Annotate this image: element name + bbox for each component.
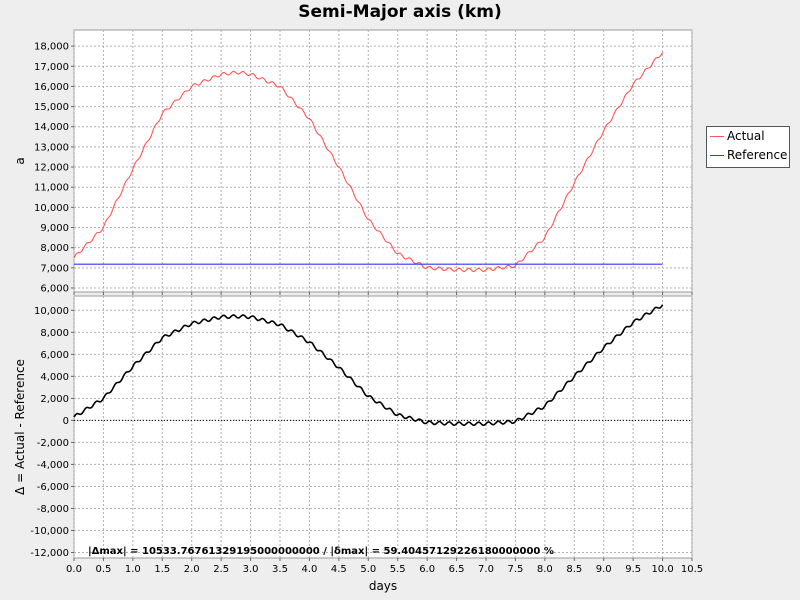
y-tick-label: -6,000 [37,482,69,493]
y-tick-label: 8,000 [40,243,69,254]
x-tick-label: 2.0 [184,564,200,575]
x-tick-label: 3.0 [243,564,259,575]
y-tick-label: 18,000 [34,42,69,53]
y-tick-label: 8,000 [40,328,69,339]
y-axis-label-1: Δ = Actual - Reference [13,359,27,495]
series-actual [73,51,664,272]
y-tick-label: 16,000 [34,82,69,93]
x-tick-label: 5.0 [360,564,376,575]
y-tick-label: 7,000 [40,263,69,274]
legend-item-actual: Actual [707,127,789,146]
y-tick-label: 10,000 [34,203,69,214]
x-tick-label: 0.0 [66,564,82,575]
legend-label-actual: Actual [727,129,765,143]
legend-swatch-reference [710,155,724,156]
y-tick-label: -8,000 [37,504,69,515]
x-tick-label: 4.5 [331,564,347,575]
x-tick-label: 1.0 [125,564,141,575]
y-tick-label: 2,000 [40,394,69,405]
y-tick-label: -12,000 [30,548,69,559]
y-tick-label: 9,000 [40,223,69,234]
y-tick-label: -10,000 [30,526,69,537]
y-tick-label: -2,000 [37,438,69,449]
x-tick-label: 6.5 [449,564,465,575]
y-tick-label: 13,000 [34,142,69,153]
x-tick-label: 7.0 [478,564,494,575]
x-tick-label: 4.0 [301,564,317,575]
x-tick-label: 9.0 [596,564,612,575]
x-axis-label: days [369,579,397,593]
x-tick-label: 9.5 [625,564,641,575]
y-tick-label: 6,000 [40,283,69,294]
y-tick-label: 10,000 [34,306,69,317]
x-tick-label: 8.5 [566,564,582,575]
x-tick-label: 6.0 [419,564,435,575]
plot-area-0 [73,29,693,293]
y-tick-label: 11,000 [34,183,69,194]
y-tick-label: 15,000 [34,102,69,113]
x-tick-label: 8.0 [537,564,553,575]
legend-swatch-actual [710,136,724,137]
y-tick-label: 4,000 [40,372,69,383]
y-tick-label: 0 [63,416,69,427]
x-tick-label: 3.5 [272,564,288,575]
y-tick-label: 14,000 [34,122,69,133]
legend-label-reference: Reference [727,148,788,162]
plot-area-1 [73,295,693,559]
x-tick-label: 5.5 [390,564,406,575]
x-tick-label: 7.5 [507,564,523,575]
chart-title: Semi-Major axis (km) [298,2,502,22]
x-tick-label: 1.5 [154,564,170,575]
y-axis-label-0: a [13,157,27,164]
legend: Actual Reference [706,126,790,168]
x-tick-label: 2.5 [213,564,229,575]
x-tick-label: 10.5 [681,564,703,575]
x-tick-label: 0.5 [95,564,111,575]
series-delta [73,304,664,427]
y-tick-label: 12,000 [34,163,69,174]
legend-item-reference: Reference [707,146,789,165]
delta-annotation: |Δmax| = 10533.76761329195000000000 / |δ… [88,546,554,557]
x-tick-label: 10.0 [651,564,673,575]
y-tick-label: -4,000 [37,460,69,471]
y-tick-label: 17,000 [34,62,69,73]
y-tick-label: 6,000 [40,350,69,361]
